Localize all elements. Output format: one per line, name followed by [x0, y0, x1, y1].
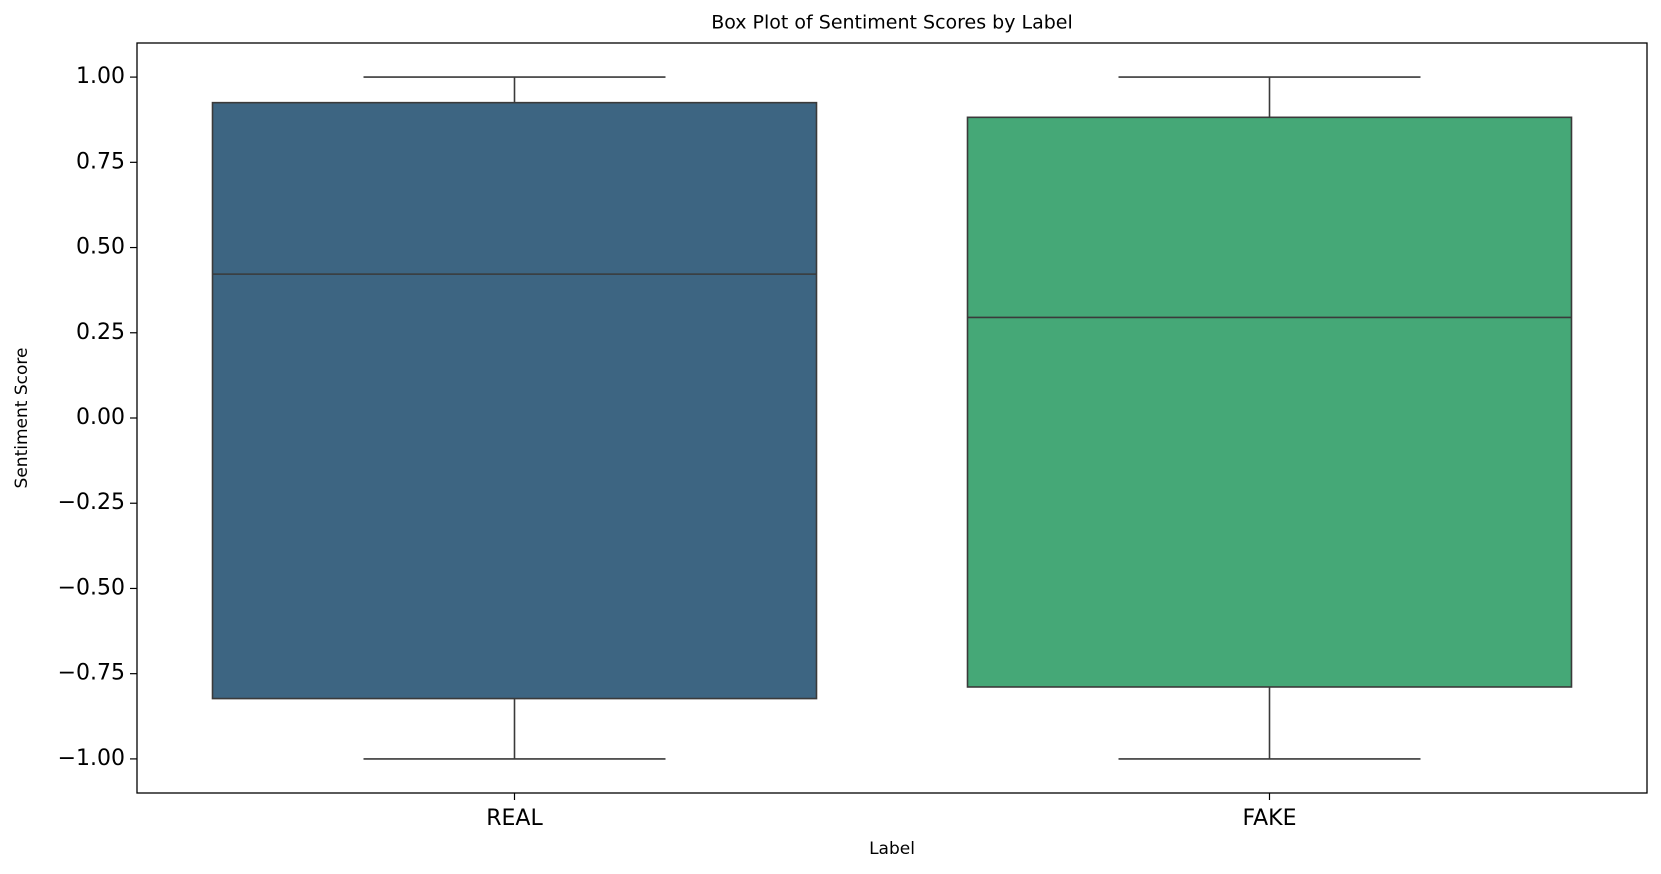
y-tick-label: −0.50: [58, 575, 125, 600]
chart-title: Box Plot of Sentiment Scores by Label: [711, 12, 1073, 34]
x-tick-label: REAL: [486, 806, 543, 831]
y-tick-label: −1.00: [58, 746, 125, 771]
x-tick-label: FAKE: [1242, 806, 1296, 831]
x-axis-label: Label: [869, 839, 915, 859]
y-tick-label: 1.00: [76, 64, 125, 89]
y-tick-label: 0.00: [76, 405, 125, 430]
y-tick-label: 0.25: [76, 320, 125, 345]
y-tick-label: 0.75: [76, 149, 125, 174]
box: [211, 101, 818, 700]
box: [966, 116, 1573, 688]
y-tick-label: −0.75: [58, 661, 125, 686]
y-tick-label: 0.50: [76, 235, 125, 260]
plot-frame: [136, 42, 1648, 794]
y-tick-label: −0.25: [58, 490, 125, 515]
y-axis-label: Sentiment Score: [12, 348, 32, 489]
